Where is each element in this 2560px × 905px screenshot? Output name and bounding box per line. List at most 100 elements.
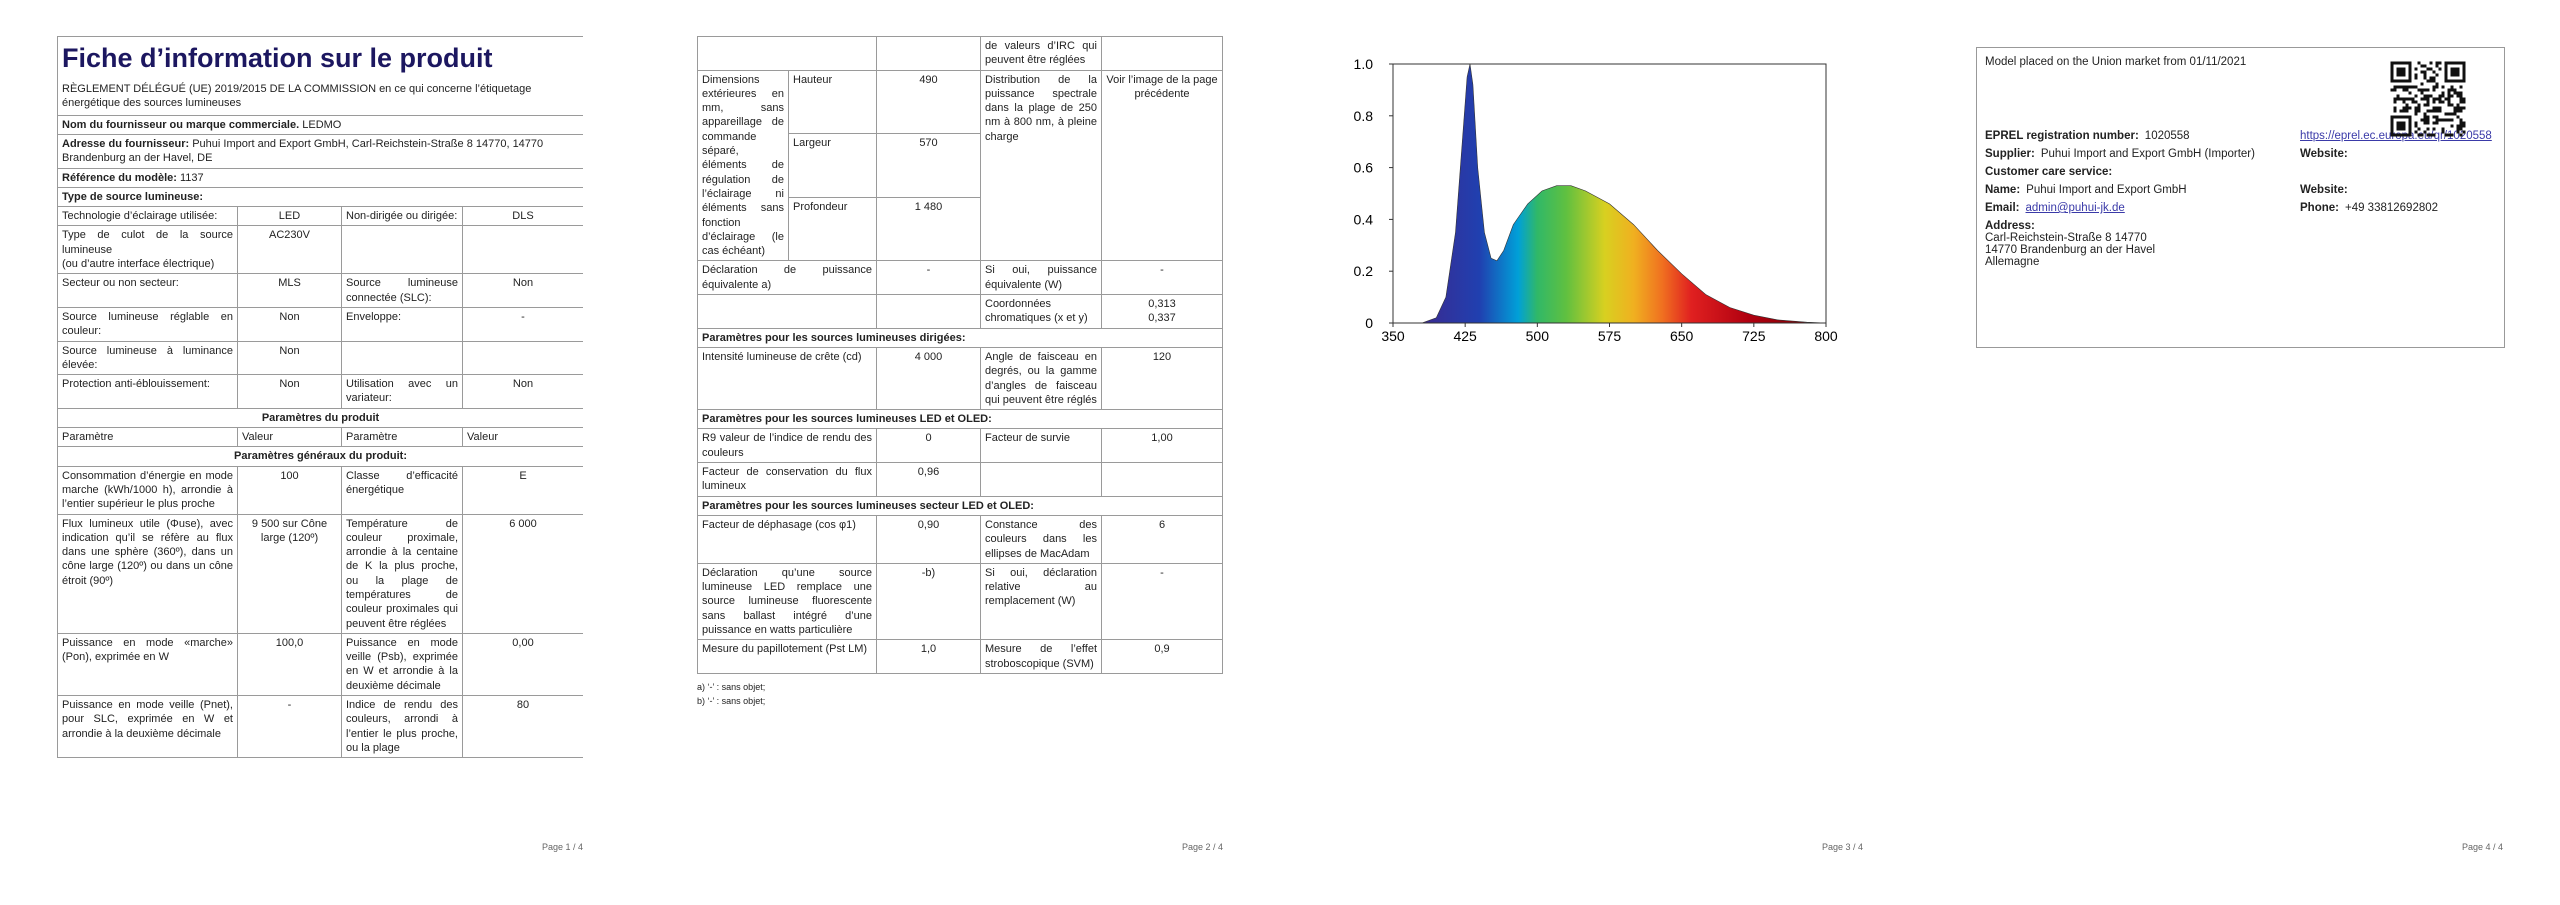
table-cell: 0,90 (876, 514, 981, 564)
table-cell: Voir l’image de la page précédente (1101, 69, 1223, 262)
field-label: Nom du fournisseur ou marque commerciale… (62, 118, 300, 131)
table-cell: Mesure de l’effet stroboscopique (SVM) (980, 639, 1102, 674)
table-cell: - (1101, 562, 1223, 641)
table-cell: Déclaration qu’une source lumineuse LED … (697, 562, 877, 641)
info-label: Supplier: (1985, 148, 2035, 160)
table-row: Puissance en mode veille (Pnet), pour SL… (57, 695, 583, 759)
table-row: Type de source lumineuse: (57, 186, 583, 208)
table-cell: Paramètres pour les sources lumineuses d… (697, 327, 1223, 348)
info-label: Name: (1985, 184, 2021, 196)
table-cell: E (462, 465, 583, 515)
info-label: Website: (2300, 148, 2348, 160)
y-tick-label: 0.6 (1354, 160, 1374, 176)
page-number: Page 3 / 4 (1821, 842, 1863, 852)
x-tick-label: 575 (1598, 328, 1622, 344)
qr-code (2390, 61, 2466, 137)
field-value: 1137 (179, 171, 204, 184)
table-cell: 0,96 (876, 462, 981, 497)
table-row: Déclaration de puissance équivalente a) -… (697, 260, 1223, 296)
info-cell: Customer care service: (1985, 166, 2300, 178)
table-row: Profondeur 1 480 (698, 196, 1223, 262)
info-cell: Phone: +49 33812692802 (2300, 202, 2496, 214)
table-cell: Coordonnées chromatiques (x et y) (980, 294, 1102, 329)
table-cell: Non (237, 340, 342, 376)
table-row: Intensité lumineuse de crête (cd) 4 000 An… (697, 346, 1223, 411)
table-cell: Adresse du fournisseur: Puhui Import and… (57, 133, 583, 169)
table-cell (876, 294, 981, 329)
table-cell: Paramètres généraux du produit: (57, 446, 583, 467)
table-row: Facteur de conservation du flux lumineux… (697, 462, 1223, 497)
table-row: Coordonnées chromatiques (x et y) 0,313 0… (697, 294, 1223, 329)
spectrum-curve (1421, 63, 1827, 324)
x-tick-label: 350 (1381, 328, 1405, 344)
info-label: Website: (2300, 184, 2348, 196)
table-row: Déclaration qu’une source lumineuse LED … (697, 562, 1223, 641)
table-cell: MLS (237, 273, 342, 308)
table-cell: 1,00 (1101, 428, 1223, 464)
table-cell: Mesure du papillotement (Pst LM) (697, 639, 877, 674)
table-row: Consommation d’énergie en mode marche (k… (57, 465, 583, 515)
address-line: 14770 Brandenburg an der Havel (1985, 244, 2156, 256)
page-number: Page 4 / 4 (2461, 842, 2503, 852)
table-cell: 6 000 (462, 513, 583, 634)
table-row: Paramètres pour les sources lumineuses L… (697, 409, 1223, 430)
table-cell: Technologie d’éclairage utilisée: (57, 206, 238, 227)
product-table: de valeurs d’IRC qui peuvent être réglée… (697, 36, 1223, 674)
x-tick-label: 425 (1453, 328, 1477, 344)
info-cell: EPREL registration number: 1020558 (1985, 130, 2300, 142)
table-cell: Température de couleur proximale, arrond… (341, 513, 463, 634)
info-cell: Website: (2300, 148, 2496, 160)
info-link[interactable]: admin@puhui-jk.de (2025, 202, 2125, 214)
info-cell: Address: Carl-Reichstein-Straße 8 14770 14… (1985, 220, 2300, 268)
table-cell: 0,9 (1101, 639, 1223, 674)
y-tick-label: 0.2 (1354, 263, 1374, 279)
x-tick-label: 725 (1742, 328, 1766, 344)
table-cell: DLS (462, 206, 583, 227)
table-cell: Paramètre (57, 427, 238, 448)
title: Fiche d’information sur le produit (62, 43, 493, 73)
table-cell: 4 000 (876, 346, 981, 411)
address-line: Carl-Reichstein-Straße 8 14770 (1985, 232, 2147, 244)
info-label: Address: (1985, 220, 2035, 232)
table-cell: Non (237, 306, 342, 342)
table-cell: -b) (876, 562, 981, 641)
page-1: Fiche d’information sur le produit RÈGLEM… (57, 36, 583, 834)
table-row: Adresse du fournisseur: Puhui Import and… (57, 133, 583, 169)
table-body: de valeurs d’IRC qui peuvent être réglée… (697, 36, 1223, 674)
footnotes: a) ‘-’ : sans objet; b) ‘-’ : sans objet; (697, 680, 1223, 709)
table-row: Facteur de déphasage (cos φ1) 0,90 Constan… (697, 514, 1223, 564)
table-cell: Paramètres pour les sources lumineuses s… (697, 495, 1223, 516)
table-cell: Puissance en mode «marche» (Pon), exprim… (57, 632, 238, 697)
table-cell: Classe d’efficacité énergétique (341, 465, 463, 515)
table-cell: - (876, 260, 981, 296)
table-body: Fiche d’information sur le produit RÈGLEM… (57, 36, 583, 759)
field-value: Puhui Import and Export GmbH, Carl-Reich… (62, 137, 544, 165)
table-cell: 6 (1101, 514, 1223, 564)
table-row: Puissance en mode «marche» (Pon), exprim… (57, 632, 583, 697)
info-label: EPREL registration number: (1985, 130, 2139, 142)
x-tick-label: 800 (1814, 328, 1838, 344)
table-cell: de valeurs d’IRC qui peuvent être réglée… (980, 36, 1102, 71)
table-cell: 0,313 0,337 (1101, 294, 1223, 329)
info-cell: Supplier: Puhui Import and Export GmbH (I… (1985, 148, 2300, 160)
info-box: Model placed on the Union market from 01… (1976, 47, 2505, 348)
table-cell: LED (237, 206, 342, 227)
info-row: Email: admin@puhui-jk.de Phone: +49 3381269… (1985, 202, 2496, 214)
table-cell: 1,0 (876, 639, 981, 674)
table-cell: 120 (1101, 346, 1223, 411)
table-cell: Angle de faisceau en degrés, ou la gamme… (980, 346, 1102, 411)
table-cell: Déclaration de puissance équivalente a) (697, 260, 877, 296)
table-row: Mesure du papillotement (Pst LM) 1,0 Mesur… (697, 639, 1223, 674)
footnote: a) ‘-’ : sans objet; (697, 681, 766, 692)
footnote: b) ‘-’ : sans objet; (697, 696, 766, 707)
table-cell: Non (462, 374, 583, 409)
qr-modules (2390, 61, 2466, 137)
table-cell: Valeur (237, 427, 342, 448)
table-cell: Constance des couleurs dans les ellipses… (980, 514, 1102, 564)
table-cell (697, 294, 877, 329)
table-cell (341, 225, 463, 275)
table-cell: 1 480 (876, 196, 981, 262)
info-row: Customer care service: (1985, 166, 2496, 178)
info-value: 1020558 (2144, 130, 2190, 142)
